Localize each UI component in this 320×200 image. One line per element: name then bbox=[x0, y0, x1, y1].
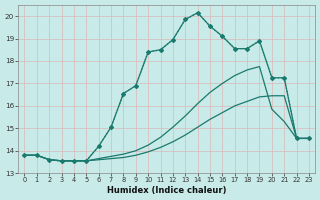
X-axis label: Humidex (Indice chaleur): Humidex (Indice chaleur) bbox=[107, 186, 227, 195]
